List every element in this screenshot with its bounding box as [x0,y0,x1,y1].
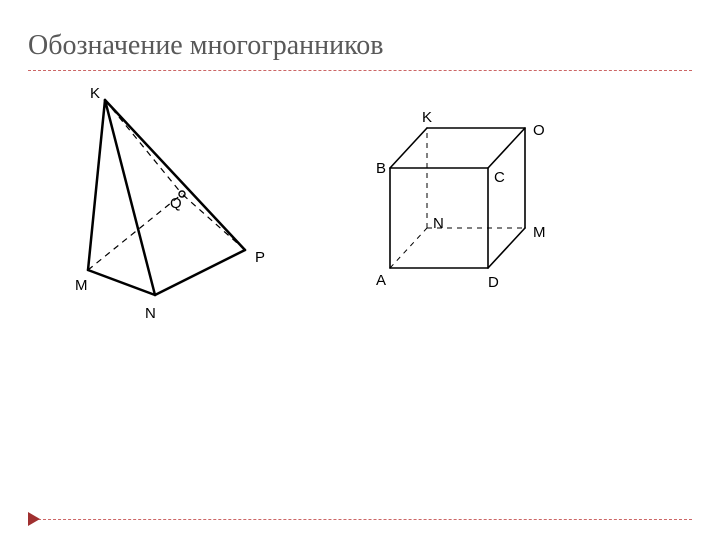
divider-bottom [28,519,692,520]
edge-dashed [390,228,427,268]
edge-solid [488,228,525,268]
edge-solid [88,100,105,270]
diagrams-container: K M N P Q A D M N B C O K [50,80,670,340]
slide-title: Обозначение многогранников [28,30,383,62]
vertex-label: N [145,305,156,322]
vertex-label: K [422,109,432,126]
edge-solid [390,128,427,168]
vertex-label: O [533,122,545,139]
divider-top [28,70,692,71]
vertex-label: P [255,249,265,266]
vertex-label: Q [170,195,182,212]
vertex-label: A [376,272,386,289]
edge-solid [155,250,245,295]
edge-solid [488,128,525,168]
cube-diagram: A D M N B C O K [376,109,546,291]
footer-marker-icon [28,512,40,526]
edge-solid [88,270,155,295]
vertex-label: B [376,160,386,177]
pyramid-diagram: K M N P Q [75,85,265,322]
vertex-label: M [75,277,88,294]
vertex-label: D [488,274,499,291]
polyhedra-svg: K M N P Q A D M N B C O K [50,80,670,340]
edge-solid [105,100,155,295]
edge-solid [105,100,245,250]
vertex-label: K [90,85,100,102]
edge-dashed [88,194,182,270]
vertex-label: M [533,224,546,241]
vertex-label: C [494,169,505,186]
vertex-label: N [433,215,444,232]
